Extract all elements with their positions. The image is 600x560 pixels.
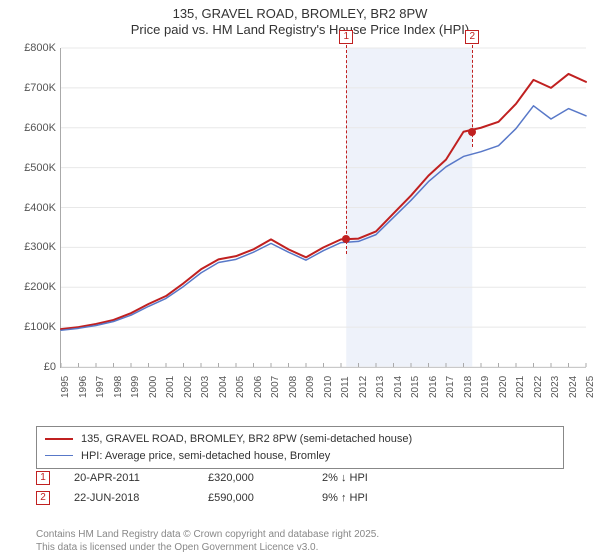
x-tick-label: 2009 xyxy=(305,376,316,398)
chart-footer: Contains HM Land Registry data © Crown c… xyxy=(36,528,379,554)
plot-area: 12 xyxy=(60,48,586,368)
y-tick-label: £200K xyxy=(24,281,56,293)
sale-marker-dot xyxy=(342,235,350,243)
y-tick-label: £600K xyxy=(24,122,56,134)
x-tick-label: 1998 xyxy=(113,376,124,398)
x-axis-labels: 1995 1996 1997 1998 1999 2000 2001 2002 2003 2004… xyxy=(60,370,586,398)
x-tick-label: 2005 xyxy=(235,376,246,398)
y-tick-label: £0 xyxy=(44,361,56,373)
sale-price: £320,000 xyxy=(208,472,298,484)
title-line1: 135, GRAVEL ROAD, BROMLEY, BR2 8PW xyxy=(0,6,600,22)
x-tick-label: 2023 xyxy=(550,376,561,398)
y-tick-label: £700K xyxy=(24,82,56,94)
legend-label: HPI: Average price, semi-detached house,… xyxy=(81,448,330,465)
x-tick-label: 2011 xyxy=(340,376,351,398)
x-tick-label: 2004 xyxy=(218,376,229,398)
sale-flag: 2 xyxy=(36,491,50,505)
x-tick-label: 2018 xyxy=(463,376,474,398)
sale-marker-flag: 1 xyxy=(339,30,353,44)
x-tick-label: 2014 xyxy=(393,376,404,398)
sale-delta: 2% ↓ HPI xyxy=(322,472,412,484)
y-tick-label: £100K xyxy=(24,321,56,333)
legend-label: 135, GRAVEL ROAD, BROMLEY, BR2 8PW (semi… xyxy=(81,431,412,448)
y-tick-label: £800K xyxy=(24,42,56,54)
sale-records: 1 20-APR-2011 £320,000 2% ↓ HPI 2 22-JUN-2018… xyxy=(36,468,564,508)
x-tick-label: 2024 xyxy=(568,376,579,398)
x-tick-label: 2021 xyxy=(515,376,526,398)
legend-row: 135, GRAVEL ROAD, BROMLEY, BR2 8PW (semi… xyxy=(45,431,555,448)
y-tick-label: £300K xyxy=(24,241,56,253)
x-tick-label: 2020 xyxy=(498,376,509,398)
sale-record-row: 1 20-APR-2011 £320,000 2% ↓ HPI xyxy=(36,468,564,488)
x-tick-label: 2025 xyxy=(585,376,596,398)
y-axis-labels: £0£100K£200K£300K£400K£500K£600K£700K£80… xyxy=(14,48,58,388)
price-chart: £0£100K£200K£300K£400K£500K£600K£700K£80… xyxy=(14,48,586,388)
x-tick-label: 2022 xyxy=(533,376,544,398)
x-tick-label: 2000 xyxy=(148,376,159,398)
sale-delta: 9% ↑ HPI xyxy=(322,492,412,504)
x-tick-label: 2003 xyxy=(200,376,211,398)
sale-date: 22-JUN-2018 xyxy=(74,492,184,504)
footer-line1: Contains HM Land Registry data © Crown c… xyxy=(36,528,379,541)
x-tick-label: 2001 xyxy=(165,376,176,398)
x-tick-label: 2013 xyxy=(375,376,386,398)
title-line2: Price paid vs. HM Land Registry's House … xyxy=(0,22,600,38)
legend-row: HPI: Average price, semi-detached house,… xyxy=(45,448,555,465)
sale-flag: 1 xyxy=(36,471,50,485)
sale-marker-flag: 2 xyxy=(465,30,479,44)
chart-legend: 135, GRAVEL ROAD, BROMLEY, BR2 8PW (semi… xyxy=(36,426,564,469)
x-tick-label: 2010 xyxy=(323,376,334,398)
x-tick-label: 1997 xyxy=(95,376,106,398)
chart-svg xyxy=(61,48,586,367)
x-tick-label: 2019 xyxy=(480,376,491,398)
x-tick-label: 2008 xyxy=(288,376,299,398)
x-tick-label: 2006 xyxy=(253,376,264,398)
x-tick-label: 2017 xyxy=(445,376,456,398)
chart-title: 135, GRAVEL ROAD, BROMLEY, BR2 8PW Price… xyxy=(0,0,600,39)
sale-record-row: 2 22-JUN-2018 £590,000 9% ↑ HPI xyxy=(36,488,564,508)
footer-line2: This data is licensed under the Open Gov… xyxy=(36,541,379,554)
y-tick-label: £400K xyxy=(24,202,56,214)
x-tick-label: 2012 xyxy=(358,376,369,398)
legend-swatch xyxy=(45,438,73,440)
sale-marker-dot xyxy=(468,128,476,136)
x-tick-label: 2007 xyxy=(270,376,281,398)
y-tick-label: £500K xyxy=(24,162,56,174)
x-tick-label: 2015 xyxy=(410,376,421,398)
sale-price: £590,000 xyxy=(208,492,298,504)
legend-swatch xyxy=(45,455,73,456)
x-tick-label: 1995 xyxy=(60,376,71,398)
x-tick-label: 1999 xyxy=(130,376,141,398)
x-tick-label: 2002 xyxy=(183,376,194,398)
sale-date: 20-APR-2011 xyxy=(74,472,184,484)
x-tick-label: 2016 xyxy=(428,376,439,398)
x-tick-label: 1996 xyxy=(78,376,89,398)
